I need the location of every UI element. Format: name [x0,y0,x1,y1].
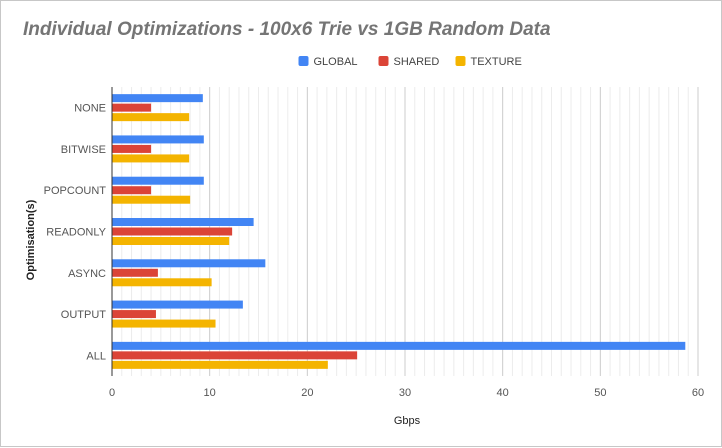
x-tick-label: 10 [204,387,216,399]
legend: GLOBAL SHARED TEXTURE [298,56,522,68]
axis-layer: 0 10 20 30 40 50 60 NONE BITWISE POPCOUNT READONLY… [44,87,704,399]
y-tick-label: ALL [86,350,106,362]
x-tick-label: 50 [594,387,606,399]
y-tick-label: OUTPUT [61,309,107,321]
legend-swatch-global [298,56,309,66]
y-tick-label: NONE [74,103,106,115]
bar-texture-readonly [112,237,230,245]
bar-texture-all [112,360,328,369]
chart-title: Individual Optimizations - 100x6 Trie vs… [23,19,551,40]
bar-texture-bitwise [112,154,190,163]
bar-texture-popcount [112,195,191,204]
bar-shared-popcount [112,186,152,195]
bar-global-all [112,341,686,350]
bar-shared-bitwise [112,144,152,153]
bar-shared-none [112,103,152,112]
bar-shared-async [112,268,158,277]
bar-shared-readonly [112,227,233,236]
x-tick-label: 20 [301,387,313,399]
y-tick-label: POPCOUNT [44,185,107,197]
legend-label-global: GLOBAL [314,56,358,68]
bar-global-output [112,300,243,309]
legend-label-shared: SHARED [394,56,440,68]
y-axis-title: Optimisation(s) [25,199,37,280]
bar-global-none [112,94,203,103]
bar-shared-all [112,351,358,360]
bars-layer [112,94,686,369]
bar-global-async [112,259,266,268]
bar-texture-output [112,319,216,328]
bar-shared-output [112,310,156,319]
bar-global-popcount [112,176,204,185]
y-tick-label: ASYNC [68,268,106,280]
y-tick-label: BITWISE [61,144,106,156]
bar-texture-async [112,278,212,287]
y-tick-label: READONLY [46,227,106,239]
bar-texture-none [112,113,190,122]
x-tick-label: 30 [399,387,411,399]
legend-swatch-texture [455,56,466,66]
legend-swatch-shared [378,56,389,66]
x-tick-label: 0 [109,387,115,399]
bar-global-bitwise [112,135,204,144]
x-tick-label: 40 [497,387,509,399]
x-axis-title: Gbps [394,415,421,427]
legend-label-texture: TEXTURE [471,56,522,68]
bar-global-readonly [112,218,254,226]
x-tick-label: 60 [692,387,704,399]
